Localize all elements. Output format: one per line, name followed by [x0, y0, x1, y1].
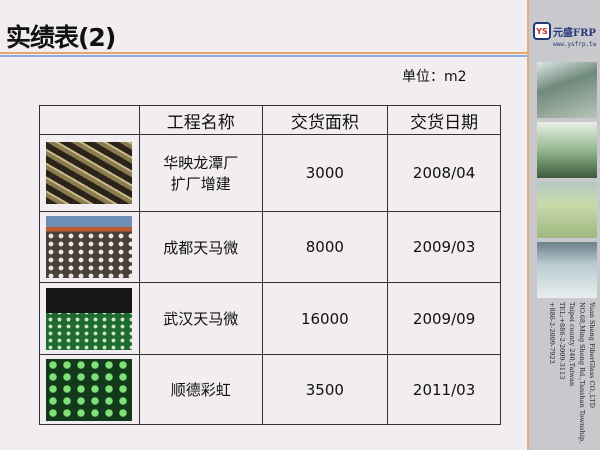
project-name-line: 华映龙潭厂 — [163, 154, 239, 172]
company-logo: YS 元盛FRP — [533, 22, 596, 40]
delivery-area: 16000 — [261, 282, 389, 355]
project-photo — [46, 216, 133, 278]
company-address: Yuan Sheng FiberGlass CO.,LTD NO.68,Ming… — [537, 302, 597, 450]
header-delivery-date: 交货日期 — [387, 105, 501, 135]
delivery-date: 2011/03 — [387, 354, 501, 425]
unit-label: 单位：m2 — [402, 69, 467, 85]
delivery-date: 2009/09 — [387, 282, 501, 355]
logo-name: 元盛FRP — [553, 27, 596, 39]
address-line: Taipei county 240,Taiwan — [568, 302, 576, 387]
logo-url: www.ysfrp.tw — [553, 41, 597, 48]
table-row: 华映龙潭厂扩厂增建 3000 2008/04 — [39, 134, 501, 212]
address-line: NO.68,Ming Sheng Rd.,Tanshan Township, — [578, 302, 586, 444]
project-name: 武汉天马微 — [138, 282, 263, 355]
table-row: 成都天马微 8000 2009/03 — [39, 211, 501, 283]
project-name: 华映龙潭厂 扩厂增建 — [138, 134, 263, 212]
delivery-date: 2008/04 — [387, 134, 501, 212]
project-photo — [46, 358, 133, 421]
delivery-area: 8000 — [261, 211, 389, 283]
slide-title: 实绩表(2) — [6, 23, 116, 52]
project-name: 成都天马微 — [138, 211, 263, 283]
project-name-line: 扩厂增建 — [170, 175, 231, 193]
sidebar-photo — [537, 242, 597, 298]
divider-orange — [0, 52, 527, 54]
header-project-name: 工程名称 — [138, 105, 263, 135]
logo-mark-icon: YS — [533, 22, 551, 40]
header-delivery-area: 交货面积 — [261, 105, 389, 135]
address-line: +886-2-2009-7923 — [548, 302, 556, 364]
table-row: 武汉天马微 16000 2009/09 — [39, 282, 501, 355]
divider-blue — [0, 55, 527, 57]
performance-table: 工程名称 交货面积 交货日期 华映龙潭厂扩厂增建 3000 2008/04 成都… — [39, 105, 501, 425]
header-photo — [39, 105, 140, 135]
project-photo — [46, 142, 133, 204]
delivery-area: 3500 — [261, 354, 389, 425]
address-line: Yuan Sheng FiberGlass CO.,LTD — [588, 302, 596, 408]
sidebar: YS 元盛FRP www.ysfrp.tw Yuan Sheng FiberGl… — [527, 0, 600, 450]
sidebar-photo — [537, 182, 597, 238]
table-header: 工程名称 交货面积 交货日期 — [39, 105, 501, 135]
table-row: 顺德彩虹 3500 2011/03 — [39, 354, 501, 425]
project-photo — [46, 287, 133, 350]
delivery-date: 2009/03 — [387, 211, 501, 283]
sidebar-photo — [537, 62, 597, 118]
delivery-area: 3000 — [261, 134, 389, 212]
project-name: 顺德彩虹 — [138, 354, 263, 425]
address-line: TEL:+886-2-2009-3113 — [558, 302, 566, 380]
sidebar-photo — [537, 122, 597, 178]
